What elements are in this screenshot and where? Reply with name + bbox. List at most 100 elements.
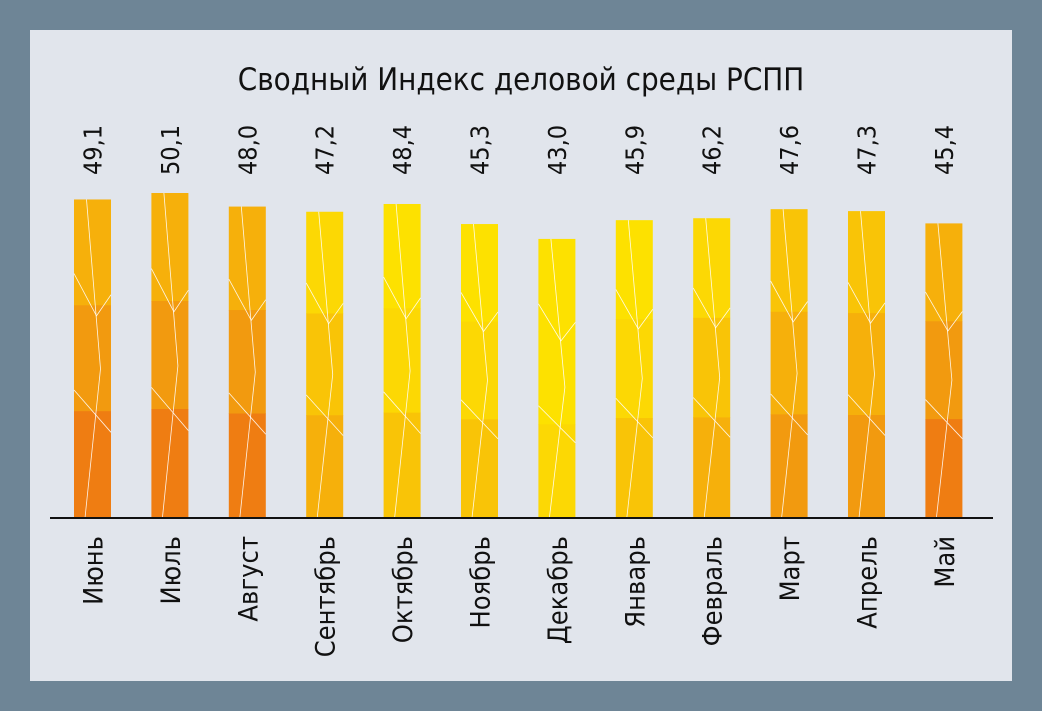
category-label: Январь xyxy=(620,536,651,628)
value-label: 49,1 xyxy=(79,125,108,175)
bar-segment xyxy=(615,220,653,320)
bar-segment xyxy=(770,414,808,518)
value-label: 45,3 xyxy=(466,125,495,175)
bar-segment xyxy=(228,310,266,415)
labels-group: 49,1 Июнь 50,1 Июль 48,0 Август 47,2 Сентябрь 48… xyxy=(79,125,961,657)
bar-facet-line xyxy=(770,393,808,436)
bar-segment xyxy=(693,317,731,418)
bar-segment xyxy=(848,415,885,518)
bar-segment xyxy=(461,321,498,420)
bar-facet-line xyxy=(936,223,953,518)
bar-facet-line xyxy=(703,218,721,518)
category-label: Июль xyxy=(156,536,187,604)
bar-segment xyxy=(770,311,808,415)
bar-segment xyxy=(925,419,963,518)
bar-facet-line xyxy=(549,238,566,518)
bar-segment xyxy=(693,417,731,518)
bar-facet-line xyxy=(305,394,344,436)
category-label: Апрель xyxy=(853,536,884,629)
category-label: Сентябрь xyxy=(311,536,342,657)
bar-segment xyxy=(383,412,421,518)
category-label: Декабрь xyxy=(543,536,574,644)
bar-facet-line xyxy=(626,220,643,518)
bar-segment xyxy=(306,211,344,315)
bar-segment xyxy=(151,409,189,518)
bar-segment xyxy=(383,308,421,414)
bar-segment xyxy=(848,211,885,314)
bar-segment xyxy=(151,193,189,302)
bar-facet-line xyxy=(316,211,334,518)
category-label: Ноябрь xyxy=(466,536,497,628)
bar-segment xyxy=(383,203,421,309)
value-label: 48,4 xyxy=(388,125,417,175)
bar-facet-line xyxy=(692,397,731,438)
bar xyxy=(770,209,808,518)
bar-segment xyxy=(538,424,576,518)
bar-facet-line xyxy=(460,399,499,440)
bar-segment xyxy=(74,411,111,518)
bar-segment xyxy=(538,238,576,333)
bar-facet-line xyxy=(394,203,411,518)
bar-segment xyxy=(461,224,498,323)
bar-facet-line xyxy=(73,389,112,433)
bar-segment xyxy=(693,218,731,319)
bar xyxy=(151,192,189,518)
bar-facet-line xyxy=(858,211,875,518)
bar-facet-line xyxy=(162,192,179,518)
bar-facet-line xyxy=(781,209,798,518)
bar-segment xyxy=(848,313,885,416)
bar xyxy=(460,224,499,518)
value-label: 50,1 xyxy=(156,125,185,175)
bar-facet-line xyxy=(925,399,963,439)
bar-facet-line xyxy=(84,199,101,518)
bar-segment xyxy=(925,321,963,420)
bar-facet-line xyxy=(538,405,576,444)
bar xyxy=(228,206,267,518)
bar xyxy=(538,238,576,518)
bar-facet-line xyxy=(847,394,886,436)
bar-segment xyxy=(151,301,189,410)
bar-segment xyxy=(74,305,111,412)
bars-group xyxy=(73,192,963,518)
bar xyxy=(925,223,963,518)
bar xyxy=(615,220,654,518)
category-label: Июнь xyxy=(79,536,110,605)
value-label: 47,6 xyxy=(775,125,804,175)
bar xyxy=(383,203,421,518)
bar xyxy=(692,218,731,518)
bar-segment xyxy=(615,319,653,419)
bar-facet-line xyxy=(239,206,256,518)
category-label: Март xyxy=(775,536,806,601)
bar-segment xyxy=(615,418,653,518)
bar-segment xyxy=(538,331,576,425)
bar-segment xyxy=(74,199,111,306)
value-label: 43,0 xyxy=(543,125,572,175)
bar xyxy=(73,199,112,518)
bar-segment xyxy=(228,413,266,518)
bar-segment xyxy=(306,415,344,518)
value-label: 48,0 xyxy=(233,125,262,175)
bar-facet-line xyxy=(383,391,421,434)
category-label: Август xyxy=(233,536,264,622)
bar-facet-line xyxy=(151,387,189,431)
bar-facet-line xyxy=(615,397,654,439)
bar-segment xyxy=(461,419,498,518)
bar xyxy=(847,211,886,518)
bar-facet-line xyxy=(471,224,488,518)
value-label: 45,9 xyxy=(620,125,649,175)
bar-segment xyxy=(770,209,808,313)
chart-title: Сводный Индекс деловой среды РСПП xyxy=(238,62,805,98)
value-label: 46,2 xyxy=(698,125,727,175)
bar-segment xyxy=(925,223,963,322)
bar-segment xyxy=(228,206,266,311)
category-label: Февраль xyxy=(698,536,729,646)
bar xyxy=(305,211,344,518)
value-label: 47,3 xyxy=(853,125,882,175)
value-label: 45,4 xyxy=(930,125,959,175)
value-label: 47,2 xyxy=(311,125,340,175)
bar-facet-line xyxy=(228,392,267,435)
category-label: Октябрь xyxy=(388,536,419,643)
bar-segment xyxy=(306,313,344,416)
category-label: Май xyxy=(930,536,961,588)
